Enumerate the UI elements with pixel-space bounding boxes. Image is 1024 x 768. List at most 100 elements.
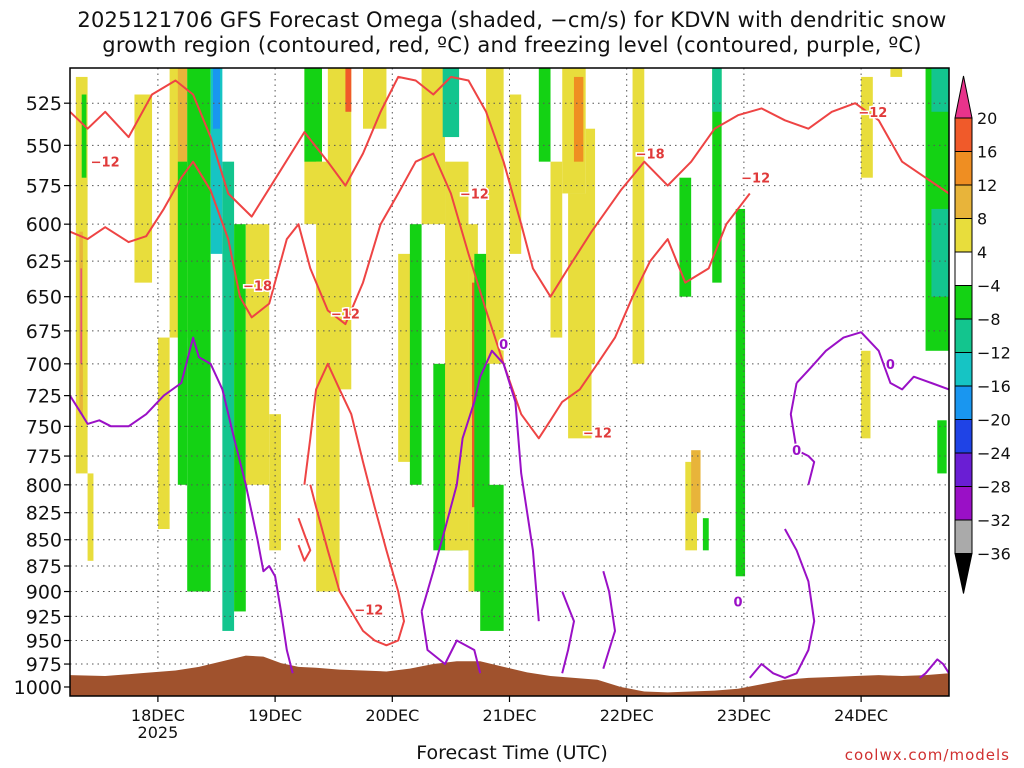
freezing-level-contour-8 xyxy=(919,658,949,679)
contour-label-5: −12 xyxy=(741,172,770,187)
contour-label-1: −18 xyxy=(243,279,272,294)
credit-link[interactable]: coolwx.com/models xyxy=(844,746,1010,764)
contour-label-9: 0 xyxy=(499,338,508,353)
y-tick-label-9: 750 xyxy=(26,416,62,438)
omega-shade-45 xyxy=(702,518,709,551)
y-tick-label-2: 575 xyxy=(26,176,62,198)
colorbar-label-4: 4 xyxy=(977,243,987,262)
colorbar-label-5: −4 xyxy=(977,277,1001,296)
colorbar-label-10: −24 xyxy=(977,444,1011,463)
colorbar-label-6: −8 xyxy=(977,310,1001,329)
freezing-level-contour-6 xyxy=(602,570,616,669)
terrain xyxy=(70,655,949,696)
omega-shade-39 xyxy=(573,76,584,162)
omega-shade-9 xyxy=(177,161,188,485)
omega-shade-8 xyxy=(177,68,188,162)
omega-shade-35 xyxy=(538,68,551,162)
colorbar-box-2 xyxy=(954,151,973,186)
colorbar-box-8 xyxy=(954,352,973,387)
terrain-shape xyxy=(70,655,949,696)
omega-shade-6 xyxy=(157,337,170,530)
colorbar-label-3: 8 xyxy=(977,210,987,229)
omega-shade-28 xyxy=(445,161,469,551)
dgz-contour-2 xyxy=(303,362,405,647)
y-axis: 525 550 575 600 625 650 675 700 725 750 775 800 825 8… xyxy=(14,93,70,699)
omega-shade-21 xyxy=(345,68,352,112)
omega-shade-47 xyxy=(712,68,722,112)
omega-shade-40 xyxy=(585,128,596,364)
omega-shade-54 xyxy=(931,208,949,297)
colorbar-box-11 xyxy=(954,452,973,487)
colorbar-box-10 xyxy=(954,419,973,454)
omega-shade-15 xyxy=(245,224,270,485)
x-tick-label-2: 20DEC xyxy=(365,706,419,725)
colorbar-label-8: −16 xyxy=(977,377,1011,396)
x-tick-sublabel-0: 2025 xyxy=(138,723,179,742)
chart-title-line-2: growth region (contoured, red, ºC) and f… xyxy=(102,33,922,57)
omega-shade-18 xyxy=(304,68,322,162)
colorbar-box-5 xyxy=(954,251,973,286)
omega-shade-14 xyxy=(234,224,246,612)
omega-shading xyxy=(75,68,949,631)
omega-shade-12 xyxy=(212,68,221,129)
colorbar-box-7 xyxy=(954,318,973,353)
contour-label-10: 0 xyxy=(886,358,895,373)
omega-shade-3 xyxy=(81,94,87,178)
colorbar-label-7: −12 xyxy=(977,344,1011,363)
omega-shade-13 xyxy=(222,161,235,631)
colorbar-label-11: −28 xyxy=(977,478,1011,497)
dgz-contour-3 xyxy=(297,517,312,562)
contour-label-3: −12 xyxy=(460,187,489,202)
omega-shade-22 xyxy=(363,68,387,129)
y-tick-label-8: 725 xyxy=(26,386,62,408)
omega-shade-44 xyxy=(691,450,701,513)
contour-label-0: −12 xyxy=(91,156,120,171)
x-tick-label-3: 21DEC xyxy=(483,706,537,725)
x-tick-label-0: 18DEC xyxy=(131,706,185,725)
colorbar-bottom-triangle xyxy=(954,553,973,594)
y-tick-label-13: 850 xyxy=(26,530,62,552)
colorbar-box-4 xyxy=(954,218,973,253)
omega-shade-41 xyxy=(632,68,645,364)
y-tick-label-4: 625 xyxy=(26,251,62,273)
omega-shade-32 xyxy=(480,484,504,631)
grid xyxy=(70,68,949,696)
omega-shade-46 xyxy=(712,68,722,283)
contour-label-4: −18 xyxy=(636,148,665,163)
y-tick-label-17: 950 xyxy=(26,631,62,653)
y-tick-label-3: 600 xyxy=(26,214,62,236)
omega-shade-24 xyxy=(409,224,422,485)
freezing-level-contour-3 xyxy=(795,331,949,391)
colorbar-box-12 xyxy=(954,486,973,521)
dgz-contour-0 xyxy=(70,75,949,298)
contour-label-2: −12 xyxy=(331,307,360,322)
x-axis-title: Forecast Time (UTC) xyxy=(416,742,608,764)
colorbar-label-1: 16 xyxy=(977,143,997,162)
y-tick-label-12: 825 xyxy=(26,503,62,525)
omega-shade-51 xyxy=(890,68,903,77)
y-tick-label-14: 875 xyxy=(26,556,62,578)
freezing-level-contour-0 xyxy=(70,336,294,674)
x-tick-label-5: 23DEC xyxy=(717,706,771,725)
omega-shade-53 xyxy=(931,68,949,112)
y-tick-label-5: 650 xyxy=(26,287,62,309)
omega-shade-33 xyxy=(486,68,504,364)
contour-labels: −12 −18 −12 −12 −18 −12 −12 −12 −12 0 0 0 0 xyxy=(89,104,896,620)
omega-shade-16 xyxy=(269,414,281,551)
omega-shade-27 xyxy=(442,68,460,138)
y-tick-label-10: 775 xyxy=(26,446,62,468)
y-tick-label-0: 525 xyxy=(26,93,62,115)
contours xyxy=(70,75,949,679)
contour-label-12: 0 xyxy=(734,596,743,611)
chart-title-line-1: 2025121706 GFS Forecast Omega (shaded, −… xyxy=(77,8,947,32)
y-tick-label-1: 550 xyxy=(26,135,62,157)
colorbar-box-13 xyxy=(954,519,973,554)
omega-shade-48 xyxy=(735,208,746,577)
colorbar-label-2: 12 xyxy=(977,176,997,195)
omega-shade-4 xyxy=(87,473,94,561)
y-tick-label-18: 975 xyxy=(26,654,62,676)
freezing-level-contour-1 xyxy=(420,349,540,622)
dgz-contour-1 xyxy=(70,152,751,440)
